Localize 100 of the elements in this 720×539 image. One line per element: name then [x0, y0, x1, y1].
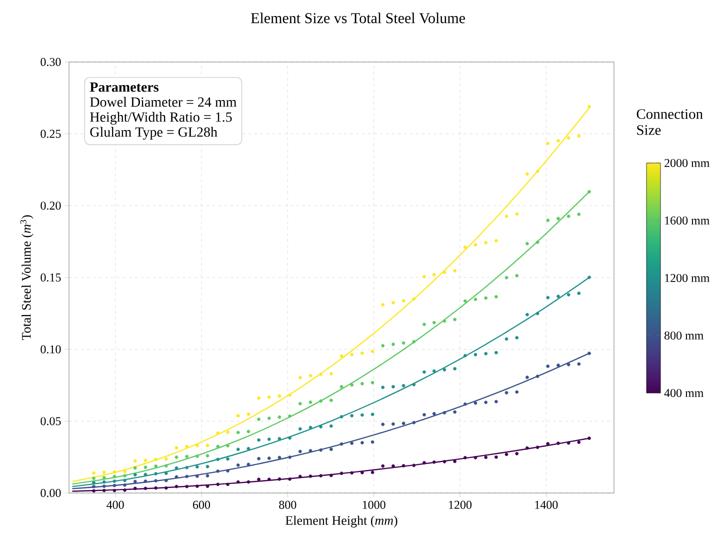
point — [536, 312, 540, 316]
point — [226, 469, 230, 473]
point — [546, 296, 550, 300]
point — [112, 484, 116, 488]
point — [432, 369, 436, 373]
point — [340, 354, 344, 358]
point — [278, 436, 282, 440]
point — [392, 300, 395, 304]
point — [588, 190, 591, 194]
x-tick-label: 1400 — [535, 500, 558, 509]
point — [536, 446, 540, 450]
point — [329, 448, 333, 452]
color-bar-label: 400 mm — [664, 388, 704, 398]
point — [484, 352, 488, 356]
point — [350, 442, 354, 445]
point — [525, 172, 529, 176]
point — [267, 395, 271, 399]
point — [123, 470, 126, 474]
x-tick-label: 800 — [279, 500, 296, 509]
point — [484, 241, 488, 244]
point — [288, 393, 292, 397]
point — [308, 449, 312, 452]
point — [381, 303, 385, 306]
point — [412, 420, 416, 424]
point — [154, 479, 158, 482]
x-tick-label: 1200 — [449, 500, 472, 509]
point — [442, 270, 446, 274]
y-tick-label: 0.15 — [40, 273, 61, 282]
point — [432, 272, 436, 276]
point — [133, 466, 137, 470]
point — [257, 438, 260, 442]
point — [288, 456, 292, 459]
point — [92, 471, 96, 475]
point — [144, 486, 148, 490]
point — [463, 354, 467, 358]
point — [463, 246, 467, 250]
point — [504, 276, 508, 280]
color-bar-label: 800 mm — [664, 331, 704, 340]
point — [123, 478, 126, 482]
point — [144, 458, 148, 462]
point — [432, 320, 436, 324]
point — [566, 441, 570, 445]
y-tick-label: 0.10 — [40, 345, 61, 354]
point — [360, 382, 364, 386]
point — [340, 442, 344, 446]
point — [422, 370, 426, 374]
point — [278, 415, 282, 419]
point — [556, 139, 560, 142]
point — [329, 372, 333, 376]
point — [494, 295, 498, 298]
point — [515, 274, 519, 278]
point — [515, 390, 519, 394]
point — [402, 422, 406, 426]
point — [504, 452, 508, 456]
point — [494, 455, 498, 459]
point — [566, 214, 570, 218]
point — [381, 386, 385, 390]
point — [144, 480, 148, 483]
point — [298, 427, 302, 431]
point — [381, 344, 385, 348]
point — [267, 478, 271, 482]
x-tick-label: 400 — [106, 500, 124, 509]
point — [185, 444, 189, 448]
point — [577, 212, 581, 216]
point — [288, 436, 292, 440]
point — [370, 470, 374, 474]
point — [102, 470, 106, 474]
point — [174, 484, 178, 488]
point — [432, 460, 436, 464]
point — [278, 394, 282, 398]
point — [556, 364, 560, 367]
y-tick-label: 0.00 — [40, 488, 61, 498]
point — [442, 410, 446, 414]
point — [246, 480, 250, 484]
point — [257, 418, 260, 421]
point — [453, 269, 457, 272]
point — [319, 372, 323, 376]
point — [422, 460, 426, 464]
point — [164, 472, 168, 476]
point — [350, 352, 354, 356]
point — [577, 292, 581, 295]
point — [329, 474, 333, 478]
point — [442, 460, 446, 464]
y-tick-label: 0.05 — [40, 417, 61, 426]
point — [588, 436, 591, 440]
point — [112, 480, 116, 483]
point — [546, 218, 550, 222]
point — [185, 484, 189, 488]
point — [350, 383, 354, 387]
point — [236, 448, 240, 452]
point — [92, 476, 96, 480]
point — [195, 454, 199, 458]
point — [298, 450, 302, 454]
point — [525, 242, 529, 246]
point — [288, 477, 292, 481]
point — [525, 446, 529, 450]
point — [340, 415, 344, 418]
point — [216, 482, 220, 486]
point — [133, 486, 137, 490]
point — [102, 484, 106, 488]
